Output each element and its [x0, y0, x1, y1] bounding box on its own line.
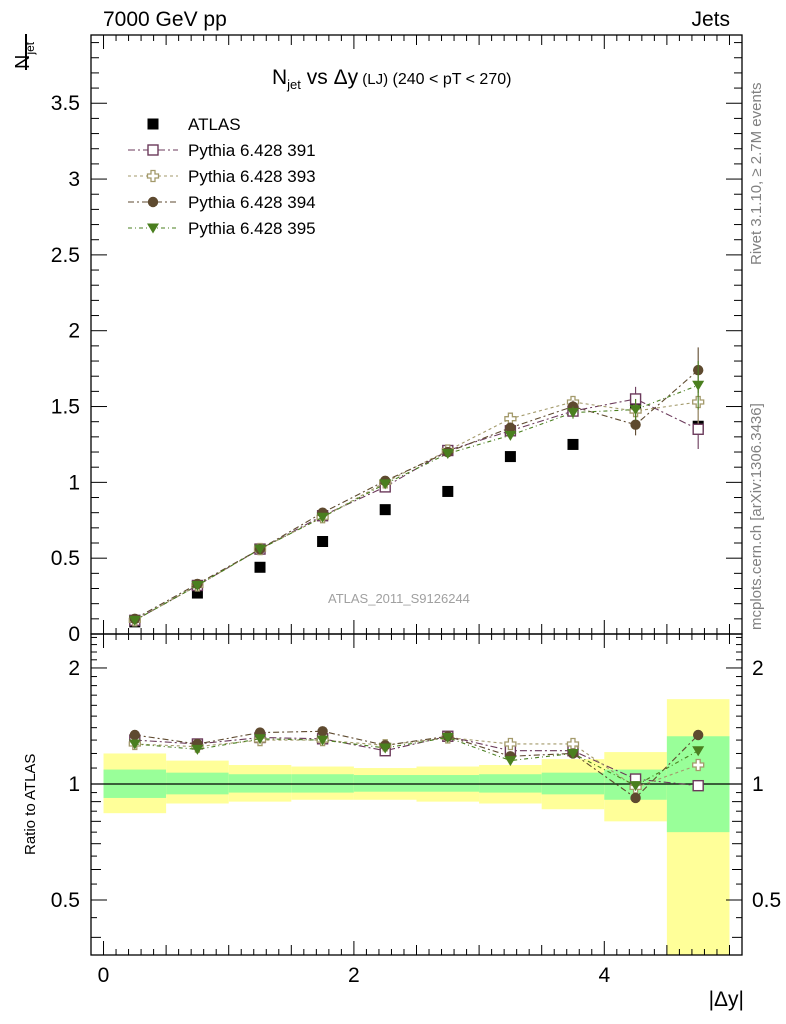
main-series-s394 — [129, 347, 704, 625]
main-point-s394 — [630, 419, 641, 430]
ratio-point-s393 — [504, 737, 517, 751]
main-y-tick-label: 0.5 — [51, 547, 80, 570]
legend-marker-data — [147, 118, 159, 130]
ratio-point-s394 — [692, 729, 704, 741]
x-tick-label: 0 — [98, 964, 110, 987]
legend-label-s391: Pythia 6.428 391 — [188, 141, 316, 160]
main-line-s394 — [134, 369, 699, 620]
main-line-s393 — [134, 401, 699, 621]
main-point-data — [317, 535, 329, 547]
header-left: 7000 GeV pp — [103, 8, 227, 31]
main-y-tick-label: 2.5 — [51, 244, 80, 267]
watermark: ATLAS_2011_S9126244 — [328, 591, 470, 606]
ratio-point-s394 — [129, 729, 141, 741]
x-axis-label: |Δy| — [708, 988, 744, 1011]
x-tick-label: 4 — [598, 964, 610, 987]
main-point-s395 — [191, 580, 204, 591]
ratio-y-tick-label: 1 — [68, 773, 80, 796]
rivet-version-label: Rivet 3.1.10, ≥ 2.7M events — [748, 82, 765, 266]
main-y-tick-label: 1.5 — [51, 396, 80, 419]
main-series-s395 — [128, 361, 705, 626]
ratio-line-s391 — [134, 735, 699, 787]
main-point-s395 — [379, 479, 392, 490]
main-point-s395 — [128, 615, 141, 626]
main-point-data — [442, 485, 454, 497]
ratio-line-s393 — [134, 736, 699, 788]
ratio-y-tick-label: 0.5 — [51, 889, 80, 912]
main-y-tick-label: 0 — [68, 623, 80, 646]
ratio-y-tick-label-right: 2 — [752, 657, 764, 680]
ratio-point-s394 — [317, 726, 328, 737]
ratio-point-s391 — [692, 779, 704, 792]
main-series-s393 — [128, 380, 705, 627]
ratio-uncertainty-bands — [103, 699, 730, 955]
ratio-point-s395 — [316, 735, 329, 746]
ratio-point-s395 — [191, 744, 204, 755]
legend: ATLAS Pythia 6.428 391 Pythia 6.428 393 Pyt… — [128, 115, 316, 238]
main-point-s395 — [254, 544, 267, 555]
legend-marker-s393 — [146, 169, 160, 183]
x-tick-label: 2 — [348, 964, 360, 987]
header-right: Jets — [691, 8, 730, 31]
legend-label-s394: Pythia 6.428 394 — [188, 193, 316, 212]
ratio-point-s395 — [692, 746, 705, 757]
main-point-data — [567, 438, 579, 450]
ratio-y-tick-label: 2 — [68, 657, 80, 680]
ratio-line-s395 — [134, 736, 699, 787]
main-point-s393 — [504, 412, 517, 425]
main-point-s395 — [441, 449, 454, 460]
ratio-point-s395 — [566, 748, 579, 759]
ratio-point-s395 — [128, 739, 141, 750]
ratio-plot-marks — [128, 726, 705, 804]
main-point-s395 — [692, 380, 705, 391]
main-point-data — [254, 561, 266, 573]
main-point-s395 — [504, 430, 517, 441]
ratio-y-tick-label-right: 1 — [752, 773, 764, 796]
plot-title: Njet vs Δy (LJ) (240 < pT < 270) — [272, 66, 512, 93]
y-axis-label-ratio: Ratio to ATLAS — [22, 753, 39, 855]
ratio-line-s394 — [134, 730, 699, 799]
main-line-s391 — [134, 398, 699, 621]
legend-marker-s391 — [147, 144, 159, 156]
legend-marker-s395 — [147, 223, 159, 234]
ratio-point-s395 — [504, 756, 517, 767]
ratio-point-s395 — [379, 743, 392, 754]
ratio-point-s395 — [441, 733, 454, 744]
main-point-s394 — [505, 422, 516, 433]
ratio-point-s393 — [692, 758, 705, 772]
ratio-point-s394 — [630, 792, 641, 804]
main-plot-marks — [128, 347, 705, 628]
ratio-plot-frame — [90, 633, 743, 956]
main-point-s395 — [316, 512, 329, 523]
main-point-s391 — [692, 423, 704, 435]
mcplots-source-label: mcplots.cern.ch [arXiv:1306.3436] — [748, 403, 765, 630]
main-y-tick-label: 2 — [68, 320, 80, 343]
legend-label-s393: Pythia 6.428 393 — [188, 167, 316, 186]
main-y-tick-label: 1 — [68, 471, 80, 494]
tick-labels: 0 2 4 0 0.5 1 1.5 2 2.5 3 3.5 0.5 0.5 1 1 2 2 — [51, 92, 781, 987]
ratio-point-s395 — [629, 781, 642, 792]
main-y-tick-label: 3.5 — [51, 92, 80, 115]
main-line-s395 — [134, 384, 699, 621]
y-axis-label-main: Njet — [12, 34, 42, 70]
legend-marker-s394 — [147, 196, 159, 208]
main-point-data — [191, 587, 203, 599]
main-point-data — [504, 451, 516, 463]
ratio-series-s395 — [128, 733, 705, 792]
main-series-s391 — [129, 386, 704, 627]
legend-label-s395: Pythia 6.428 395 — [188, 219, 316, 238]
y-axis-label-overline — [25, 34, 27, 70]
main-point-data — [379, 504, 391, 516]
legend-label-data: ATLAS — [188, 115, 241, 134]
main-point-s395 — [629, 405, 642, 416]
main-point-s395 — [566, 408, 579, 419]
main-y-tick-label: 3 — [68, 168, 80, 191]
ratio-point-s395 — [254, 734, 267, 745]
ratio-y-tick-label-right: 0.5 — [752, 889, 781, 912]
